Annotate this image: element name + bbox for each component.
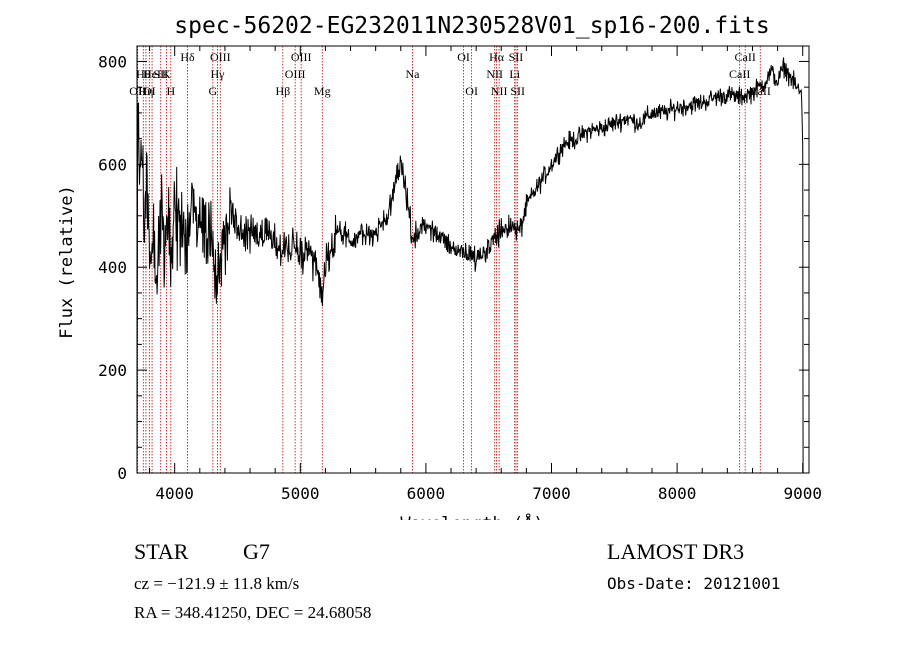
line-label-9: G xyxy=(209,84,218,98)
flux-series-line xyxy=(136,57,804,474)
line-label-8: Hδ xyxy=(180,50,195,64)
ra-dec-coordinates: RA = 348.41250, DEC = 24.68058 xyxy=(134,603,372,622)
line-label-13: OIII xyxy=(285,67,306,81)
object-class: STAR xyxy=(134,539,189,564)
survey-name: LAMOST DR3 xyxy=(607,539,745,564)
plot-frame xyxy=(136,45,810,474)
line-label-16: Na xyxy=(405,67,420,81)
chart-title: spec-56202-EG232011N230528V01_sp16-200.f… xyxy=(174,13,769,39)
line-label-1: Hθ xyxy=(136,67,151,81)
object-subclass: G7 xyxy=(243,539,270,564)
line-label-5: SII xyxy=(153,67,168,81)
x-tick-label-3: 7000 xyxy=(532,484,571,503)
y-tick-label-1: 200 xyxy=(98,361,127,380)
line-label-4: HeI xyxy=(143,67,161,81)
line-label-21: NII xyxy=(491,84,508,98)
line-label-20: Hα xyxy=(489,50,505,64)
line-label-10: Hγ xyxy=(211,67,226,81)
x-tick-label-2: 6000 xyxy=(407,484,446,503)
line-label-14: OIII xyxy=(291,50,312,64)
line-label-22: Li xyxy=(509,67,520,81)
line-label-26: CaII xyxy=(735,50,756,64)
line-label-17: OI xyxy=(457,50,470,64)
redshift-velocity: cz = −121.9 ± 11.8 km/s xyxy=(134,574,300,593)
y-tick-label-2: 400 xyxy=(98,258,127,277)
y-tick-label-3: 600 xyxy=(98,155,127,174)
line-label-24: SII xyxy=(510,84,525,98)
line-label-18: OI xyxy=(465,84,478,98)
x-tick-label-1: 5000 xyxy=(281,484,320,503)
line-label-15: Mg xyxy=(314,84,331,98)
line-label-7: H xyxy=(166,84,175,98)
line-label-19: NII xyxy=(486,67,503,81)
line-label-25: CaII xyxy=(729,67,750,81)
y-tick-label-0: 0 xyxy=(117,464,127,483)
axis-tick-labels: 4000 5000 6000 7000 8000 9000 0 200 400 600 800 xyxy=(98,52,822,503)
x-tick-label-0: 4000 xyxy=(155,484,194,503)
spectral-line-labels: OIIHθHηOIHeISIIKHHδGHγOIIIHβOIIIOIIIMgNa… xyxy=(129,50,771,98)
line-label-11: OIII xyxy=(210,50,231,64)
x-tick-label-4: 8000 xyxy=(658,484,697,503)
line-label-3: OI xyxy=(143,84,156,98)
line-label-2: Hη xyxy=(138,84,153,98)
y-tick-label-4: 800 xyxy=(98,52,127,71)
line-label-23: SII xyxy=(509,50,524,64)
spectrum-chart: spec-56202-EG232011N230528V01_sp16-200.f… xyxy=(57,13,822,520)
observation-date: Obs-Date: 20121001 xyxy=(607,574,781,593)
x-tick-label-5: 9000 xyxy=(783,484,822,503)
y-axis-label: Flux (relative) xyxy=(57,185,77,339)
line-label-6: K xyxy=(162,67,171,81)
line-label-12: Hβ xyxy=(275,84,290,98)
x-axis-label: Wavelength (Å) xyxy=(400,512,543,520)
axis-ticks xyxy=(137,46,809,474)
